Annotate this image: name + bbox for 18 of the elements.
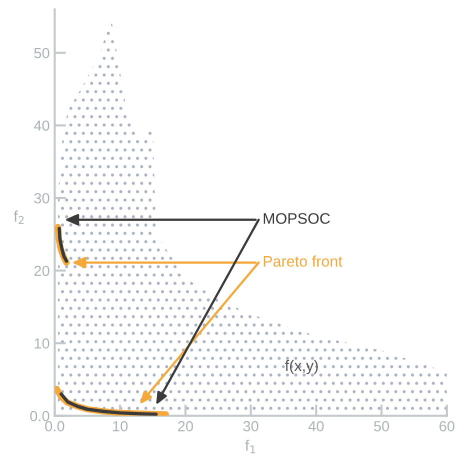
- y-axis-title: f$_{2}$: [14, 210, 24, 224]
- y-tick-label: 0.0: [30, 410, 50, 422]
- x-tick-label: 0.0: [45, 421, 64, 432]
- y-tick-label: 20: [34, 266, 50, 276]
- annotation: f(x,y): [285, 360, 318, 374]
- y-tick-label: 10: [34, 338, 50, 349]
- text: MOPSOC: [264, 213, 330, 224]
- x-axis-title: f$_{1}$: [245, 440, 256, 454]
- x-tick-label: 60: [440, 421, 454, 432]
- y-tick-label: 30: [34, 193, 50, 204]
- y-tick-label: 50: [34, 48, 50, 58]
- x-tick-label: 50: [374, 421, 390, 432]
- x-tick-label: 20: [178, 421, 193, 432]
- x-tick-label: 10: [113, 421, 128, 432]
- text: Pareto front: [264, 256, 342, 267]
- x-tick-label: 30: [243, 421, 258, 432]
- x-tick-label: 40: [308, 421, 324, 432]
- y-tick-label: 40: [34, 120, 50, 131]
